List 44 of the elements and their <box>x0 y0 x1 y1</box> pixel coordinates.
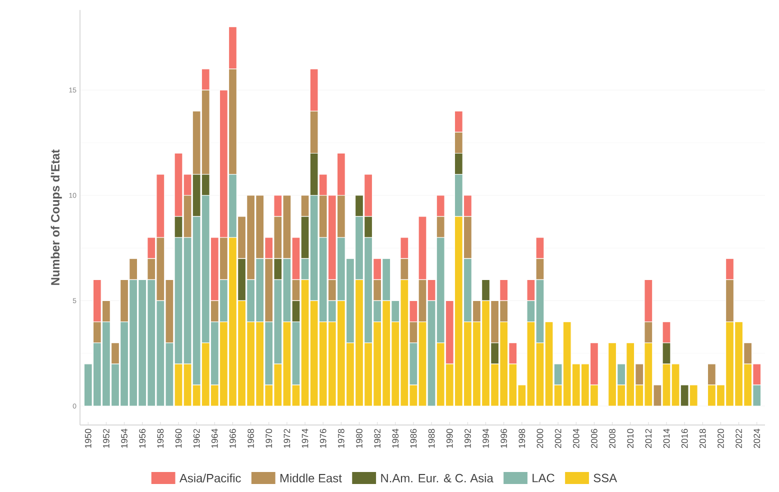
legend-label: N.Am. Eur. & C. Asia <box>381 474 494 482</box>
legend-label: LAC <box>532 474 554 482</box>
x-tick-label: 2016 <box>681 428 688 448</box>
x-tick-label: 1972 <box>284 428 290 448</box>
x-tick-label: 1964 <box>211 428 218 448</box>
x-tick-label: 1982 <box>374 428 380 448</box>
x-tick-label: 2014 <box>663 428 670 448</box>
x-tick-label: 1958 <box>157 428 164 448</box>
x-tick-label: 1988 <box>428 428 435 448</box>
x-tick-label: 1954 <box>121 428 128 448</box>
legend-label: Asia/Pacific <box>179 474 241 482</box>
x-tick-label: 1998 <box>518 428 526 448</box>
x-tick-label: 2004 <box>572 428 580 448</box>
x-tick-label: 1980 <box>356 428 362 448</box>
x-tick-label: 1968 <box>248 428 254 448</box>
x-tick-label: 1994 <box>482 428 489 448</box>
x-tick-label: 2002 <box>554 428 562 448</box>
x-tick-label: 1966 <box>230 428 236 448</box>
y-axis-title: Number of Coups d'Etat <box>50 149 62 285</box>
x-tick-label: 1970 <box>266 428 272 448</box>
x-tick-label: 2018 <box>699 428 706 448</box>
x-tick-label: 2024 <box>754 428 760 448</box>
x-tick-label: 1992 <box>464 428 471 448</box>
x-tick-label: 2020 <box>718 428 724 448</box>
x-tick-label: 2012 <box>645 428 652 448</box>
x-tick-label: 2006 <box>591 428 598 448</box>
x-tick-label: 1996 <box>500 428 508 448</box>
x-tick-label: 1976 <box>320 428 326 448</box>
x-tick-label: 1950 <box>84 428 92 448</box>
x-tick-label: 1984 <box>392 428 399 448</box>
x-tick-label: 2010 <box>627 428 634 448</box>
x-tick-label: 1962 <box>193 428 200 448</box>
x-tick-label: 2000 <box>536 428 544 448</box>
x-tick-label: 2008 <box>609 428 616 448</box>
x-tick-label: 1978 <box>338 428 344 448</box>
legend-label: SSA <box>594 474 618 482</box>
x-tick-label: 1952 <box>103 428 110 448</box>
x-tick-label: 1956 <box>139 428 146 448</box>
legend-label: Middle East <box>280 474 342 482</box>
x-tick-label: 1960 <box>175 428 182 448</box>
x-tick-label: 2022 <box>736 428 742 448</box>
x-tick-label: 1986 <box>410 428 417 448</box>
x-tick-label: 1990 <box>446 428 453 448</box>
x-tick-label: 1974 <box>302 428 308 448</box>
